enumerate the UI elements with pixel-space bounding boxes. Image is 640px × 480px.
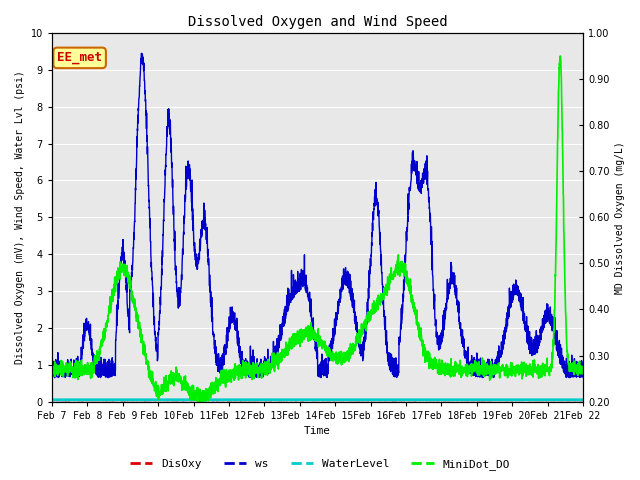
ws — [140, 78, 148, 84]
MiniDot_DO — [579, 365, 587, 371]
Line: MiniDot_DO: MiniDot_DO — [52, 56, 583, 402]
MiniDot_DO — [556, 53, 564, 59]
MiniDot_DO — [140, 343, 148, 349]
WaterLevel — [275, 397, 282, 403]
WaterLevel — [48, 397, 56, 403]
ws — [138, 50, 145, 56]
DisOxy — [412, 397, 420, 403]
MiniDot_DO — [512, 365, 520, 371]
X-axis label: Time: Time — [304, 426, 331, 436]
DisOxy — [140, 397, 148, 403]
Title: Dissolved Oxygen and Wind Speed: Dissolved Oxygen and Wind Speed — [188, 15, 447, 29]
Y-axis label: MD Dissolved Oxygen (mg/L): MD Dissolved Oxygen (mg/L) — [615, 141, 625, 294]
ws — [51, 375, 58, 381]
Legend: DisOxy, ws, WaterLevel, MiniDot_DO: DisOxy, ws, WaterLevel, MiniDot_DO — [125, 455, 515, 474]
DisOxy — [109, 397, 116, 403]
WaterLevel — [252, 397, 259, 403]
ws — [252, 373, 260, 379]
DisOxy — [535, 397, 543, 403]
ws — [579, 360, 587, 366]
WaterLevel — [109, 397, 116, 403]
MiniDot_DO — [109, 298, 116, 303]
ws — [109, 358, 116, 364]
WaterLevel — [511, 397, 519, 403]
DisOxy — [48, 397, 56, 403]
DisOxy — [569, 397, 577, 403]
DisOxy — [512, 397, 520, 403]
ws — [512, 277, 520, 283]
WaterLevel — [579, 397, 587, 403]
WaterLevel — [569, 397, 577, 403]
DisOxy — [275, 397, 282, 403]
Text: EE_met: EE_met — [57, 51, 102, 64]
ws — [48, 358, 56, 364]
WaterLevel — [140, 397, 148, 403]
ws — [569, 374, 577, 380]
MiniDot_DO — [252, 370, 260, 376]
DisOxy — [579, 397, 587, 403]
MiniDot_DO — [48, 361, 56, 367]
MiniDot_DO — [569, 363, 577, 369]
MiniDot_DO — [275, 353, 283, 359]
DisOxy — [252, 397, 259, 403]
ws — [275, 345, 283, 351]
Line: ws: ws — [52, 53, 583, 378]
Y-axis label: Dissolved Oxygen (mV), Wind Speed, Water Lvl (psi): Dissolved Oxygen (mV), Wind Speed, Water… — [15, 71, 25, 364]
MiniDot_DO — [196, 399, 204, 405]
